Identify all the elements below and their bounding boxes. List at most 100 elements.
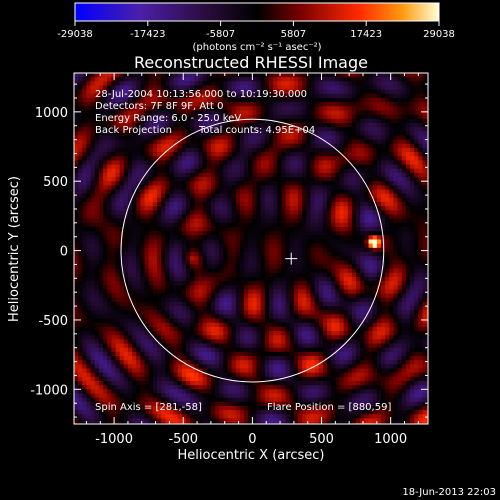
heatmap-cell [327, 202, 332, 207]
heatmap-cell [82, 297, 88, 303]
heatmap-cell [285, 197, 291, 203]
heatmap-cell [127, 235, 133, 241]
heatmap-cell [389, 281, 395, 286]
heatmap-cell [123, 268, 129, 274]
heatmap-cell [285, 131, 291, 137]
heatmap-cell [202, 306, 208, 311]
heatmap-cell [136, 164, 141, 170]
heatmap-cell [372, 143, 378, 149]
heatmap-cell [90, 202, 96, 207]
heatmap-cell [223, 89, 229, 95]
heatmap-cell [318, 110, 324, 116]
heatmap-cell [239, 210, 245, 216]
heatmap-cell [380, 301, 386, 307]
heatmap-cell [210, 210, 216, 216]
heatmap-cell [78, 289, 83, 295]
heatmap-cell [132, 243, 137, 249]
heatmap-cell [248, 281, 253, 286]
heatmap-cell [260, 189, 266, 195]
heatmap-cell [215, 306, 220, 311]
heatmap-cell [281, 272, 287, 278]
heatmap-cell [372, 127, 378, 132]
heatmap-cell [414, 222, 419, 228]
heatmap-cell [426, 285, 428, 291]
heatmap-cell [335, 85, 341, 91]
heatmap-cell [356, 164, 361, 170]
heatmap-cell [393, 306, 399, 311]
heatmap-cell [227, 177, 233, 182]
heatmap-cell [318, 293, 324, 299]
heatmap-cell [244, 264, 249, 270]
heatmap-cell [268, 289, 274, 295]
heatmap-cell [223, 297, 229, 303]
heatmap-cell [277, 110, 283, 116]
heatmap-cell [335, 227, 341, 232]
heatmap-cell [298, 251, 303, 257]
heatmap-cell [78, 118, 83, 124]
heatmap-cell [327, 197, 332, 203]
heatmap-cell [385, 172, 390, 178]
heatmap-cell [293, 102, 299, 107]
heatmap-cell [339, 118, 345, 124]
heatmap-cell [239, 297, 245, 303]
heatmap-cell [210, 214, 216, 220]
heatmap-cell [252, 135, 258, 141]
heatmap-cell [401, 276, 407, 282]
heatmap-cell [244, 281, 249, 286]
heatmap-cell [165, 202, 171, 207]
heatmap-cell [322, 114, 328, 120]
heatmap-cell [356, 89, 361, 95]
heatmap-cell [111, 168, 117, 174]
heatmap-cell [293, 118, 299, 124]
heatmap-cell [140, 239, 146, 245]
heatmap-cell [186, 310, 191, 315]
heatmap-cell [82, 143, 88, 149]
heatmap-cell [210, 168, 216, 174]
heatmap-cell [401, 160, 407, 166]
heatmap-cell [244, 239, 249, 245]
heatmap-cell [314, 264, 320, 270]
heatmap-cell [169, 285, 175, 291]
heatmap-cell [111, 89, 117, 95]
heatmap-cell [74, 243, 79, 249]
heatmap-cell [426, 152, 428, 157]
heatmap-cell [252, 214, 258, 220]
heatmap-cell [351, 110, 357, 116]
heatmap-cell [306, 218, 312, 224]
heatmap-cell [293, 293, 299, 299]
heatmap-cell [244, 293, 249, 299]
heatmap-cell [293, 260, 299, 266]
heatmap-cell [215, 172, 220, 178]
heatmap-cell [235, 268, 241, 274]
heatmap-cell [356, 260, 361, 266]
heatmap-cell [372, 285, 378, 291]
heatmap-cell [127, 164, 133, 170]
heatmap-cell [281, 306, 287, 311]
heatmap-cell [148, 81, 154, 87]
heatmap-cell [327, 181, 332, 186]
heatmap-cell [169, 214, 175, 220]
heatmap-cell [156, 281, 162, 286]
heatmap-cell [260, 281, 266, 286]
heatmap-cell [215, 73, 220, 78]
heatmap-cell [372, 276, 378, 282]
heatmap-cell [277, 251, 283, 257]
heatmap-cell [181, 110, 187, 116]
heatmap-cell [177, 164, 183, 170]
heatmap-cell [256, 93, 262, 99]
heatmap-cell [194, 139, 200, 145]
heatmap-cell [335, 135, 341, 141]
heatmap-cell [376, 181, 382, 186]
heatmap-cell [111, 289, 117, 295]
heatmap-cell [368, 127, 374, 132]
heatmap-cell [161, 106, 166, 112]
heatmap-cell [351, 260, 357, 266]
heatmap-cell [335, 293, 341, 299]
heatmap-cell [127, 247, 133, 253]
heatmap-cell [256, 177, 262, 182]
heatmap-cell [98, 127, 104, 132]
heatmap-cell [177, 193, 183, 199]
heatmap-cell [339, 218, 345, 224]
heatmap-cell [152, 301, 158, 307]
heatmap-cell [306, 210, 312, 216]
